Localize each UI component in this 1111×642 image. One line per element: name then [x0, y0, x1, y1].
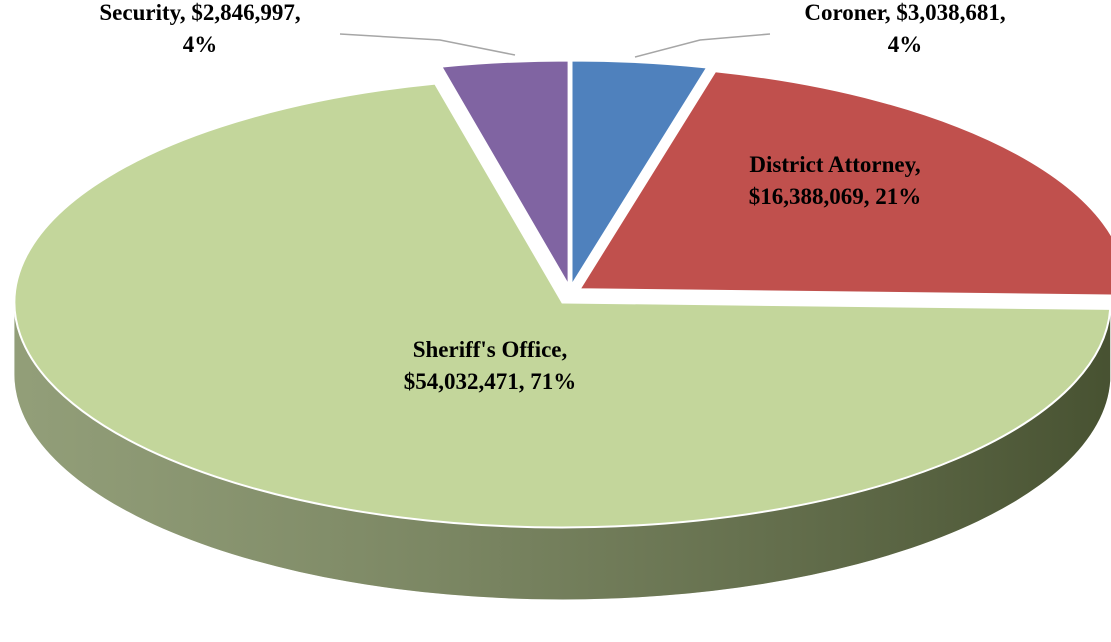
- data-label: $54,032,471, 71%: [404, 369, 577, 394]
- pie-slice: [13, 82, 1111, 529]
- pie-sides: [14, 302, 1111, 600]
- pie-slice: [439, 59, 570, 290]
- leader-line: [339, 33, 516, 56]
- percent-label: 71%: [530, 369, 576, 394]
- data-label: 4%: [888, 32, 923, 57]
- pie-slice: [570, 59, 709, 289]
- value-label: $3,038,681: [896, 0, 1000, 25]
- leader-line: [634, 33, 771, 58]
- category-label: Coroner: [804, 0, 886, 25]
- data-label: District Attorney,: [749, 152, 920, 177]
- category-label: Sheriff's Office: [413, 337, 562, 362]
- category-label: District Attorney: [749, 152, 916, 177]
- percent-label: 21%: [875, 184, 921, 209]
- data-label: Security, $2,846,997,: [99, 0, 300, 25]
- value-label: $16,388,069: [749, 184, 864, 209]
- pie-side-shade: [14, 302, 1111, 600]
- pie-slice: [577, 70, 1111, 297]
- data-label: Coroner, $3,038,681,: [804, 0, 1005, 25]
- percent-label: 4%: [183, 32, 218, 57]
- percent-label: 4%: [888, 32, 923, 57]
- category-label: Security: [99, 0, 181, 25]
- data-labels: Coroner, $3,038,681, 4% District Attorney,…: [99, 0, 1005, 394]
- data-label: 4%: [183, 32, 218, 57]
- pie-tops: [13, 59, 1111, 529]
- value-label: $2,846,997: [191, 0, 295, 25]
- value-label: $54,032,471: [404, 369, 519, 394]
- data-label: Sheriff's Office,: [413, 337, 568, 362]
- data-label: $16,388,069, 21%: [749, 184, 922, 209]
